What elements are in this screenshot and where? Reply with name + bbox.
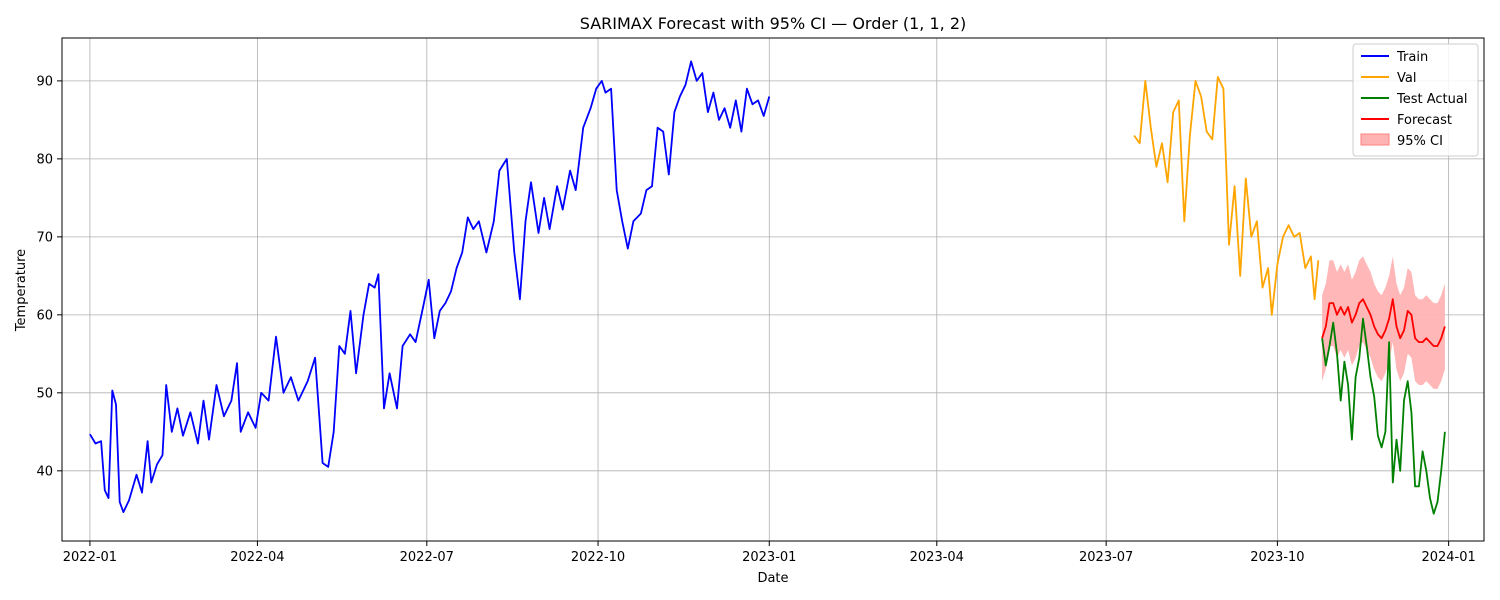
y-tick-layer: 40 50 60 70 80 90	[36, 74, 62, 479]
plot-frame	[61, 37, 1485, 542]
legend-label-test: Test Actual	[1396, 92, 1467, 107]
y-axis-label: Temperature	[14, 249, 29, 332]
y-tick-label: 90	[36, 74, 53, 89]
val-line	[1133, 76, 1320, 316]
legend-swatch-ci	[1360, 133, 1390, 146]
y-tick-label: 80	[36, 152, 53, 167]
y-tick-label: 70	[36, 230, 53, 245]
y-tick-label: 60	[36, 308, 53, 323]
legend-label-forecast: Forecast	[1397, 113, 1452, 128]
x-tick-label: 2023-10	[1250, 550, 1304, 565]
x-tick-label: 2024-01	[1421, 550, 1475, 565]
legend: Train Val Test Actual Forecast 95% CI	[1352, 43, 1479, 157]
x-tick-label: 2023-01	[742, 550, 796, 565]
ci-band-layer	[1322, 256, 1445, 389]
y-tick-label: 40	[36, 464, 53, 479]
x-tick-label: 2022-01	[63, 550, 117, 565]
x-tick-layer: 2022-01 2022-04 2022-07 2022-10 2023-01 2023-…	[63, 541, 1476, 565]
x-tick-label: 2022-10	[571, 550, 625, 565]
x-tick-label: 2022-07	[400, 550, 454, 565]
y-tick-label: 50	[36, 386, 53, 401]
ci-band	[1322, 256, 1445, 389]
chart-title: SARIMAX Forecast with 95% CI — Order (1,…	[580, 14, 966, 33]
legend-label-train: Train	[1396, 50, 1428, 65]
forecast-line	[1321, 298, 1446, 347]
series-layer	[89, 60, 1446, 515]
x-axis-label: Date	[757, 571, 788, 586]
legend-label-ci: 95% CI	[1397, 134, 1443, 149]
x-tick-label: 2023-07	[1079, 550, 1133, 565]
train-line	[89, 60, 771, 513]
x-tick-label: 2023-04	[910, 550, 964, 565]
grid-layer	[62, 38, 1484, 541]
legend-box	[1352, 43, 1479, 157]
test-actual-line	[1321, 317, 1446, 515]
legend-label-val: Val	[1397, 71, 1416, 86]
x-tick-label: 2022-04	[230, 550, 284, 565]
